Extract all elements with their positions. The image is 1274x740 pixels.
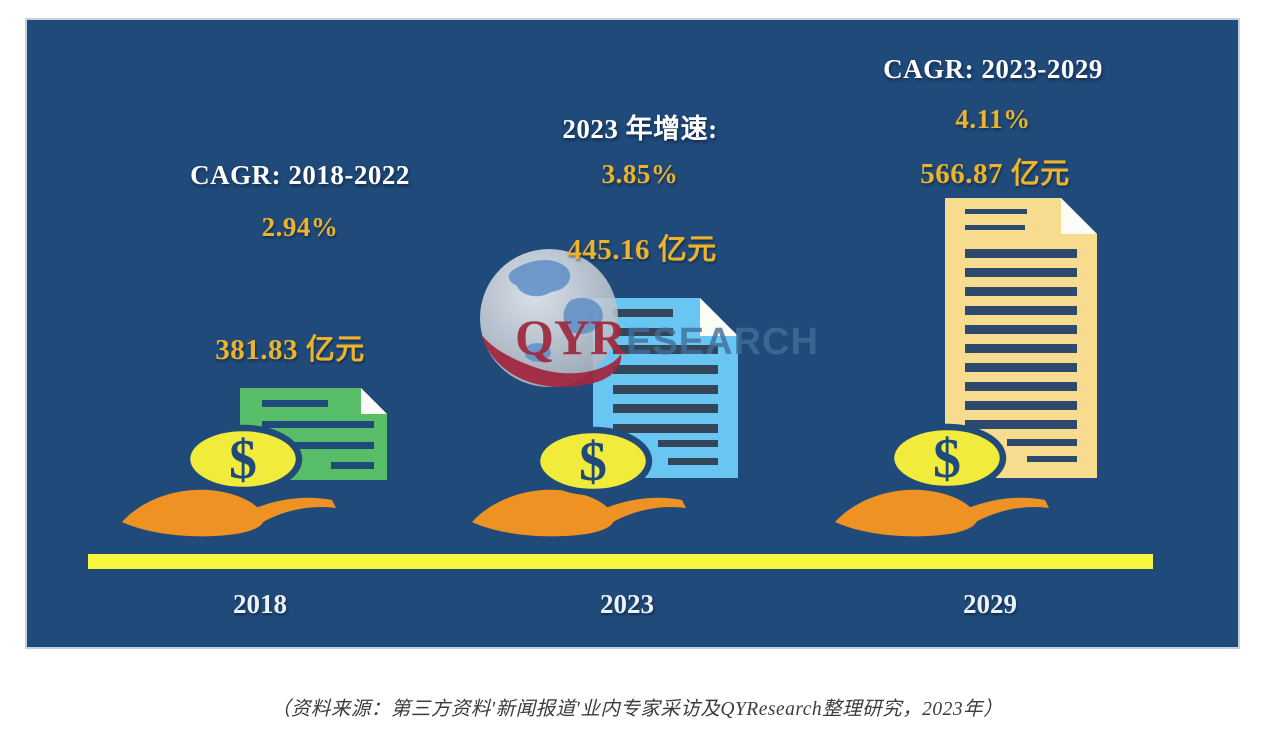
timeline-year-2018: 2018 (233, 589, 287, 619)
group1-cagr-label: CAGR: 2018-2022 (190, 160, 410, 190)
timeline-bar (88, 554, 1153, 569)
dollar-coin-icon (187, 428, 299, 491)
group2-market-size: 445.16 亿元 (567, 234, 717, 266)
hand-icon (835, 489, 1049, 537)
document-icon (945, 198, 1097, 478)
group3-market-size: 566.87 亿元 (920, 158, 1070, 190)
timeline-year-2029: 2029 (963, 589, 1017, 619)
group2-rate-value: 3.85% (601, 159, 679, 189)
dollar-coin-icon (537, 430, 649, 493)
hand-icon (122, 489, 336, 537)
group2-money-document-icon (472, 298, 738, 537)
group3-cagr-label: CAGR: 2023-2029 (883, 54, 1103, 84)
hand-icon (472, 489, 686, 537)
group3-money-document-icon (835, 198, 1097, 537)
group1-rate-value: 2.94% (261, 212, 339, 242)
group1-market-size: 381.83 亿元 (215, 334, 365, 366)
document-icon (593, 298, 738, 478)
group3-rate-value: 4.11% (955, 104, 1031, 134)
timeline-year-2023: 2023 (600, 589, 654, 619)
source-caption: （资料来源：第三方资料′新闻报道′业内专家采访及QYResearch整理研究，2… (270, 699, 1004, 720)
group1-money-document-icon (122, 388, 387, 537)
dollar-coin-icon (891, 427, 1003, 490)
group2-growth-label: 2023 年增速: (562, 114, 718, 144)
